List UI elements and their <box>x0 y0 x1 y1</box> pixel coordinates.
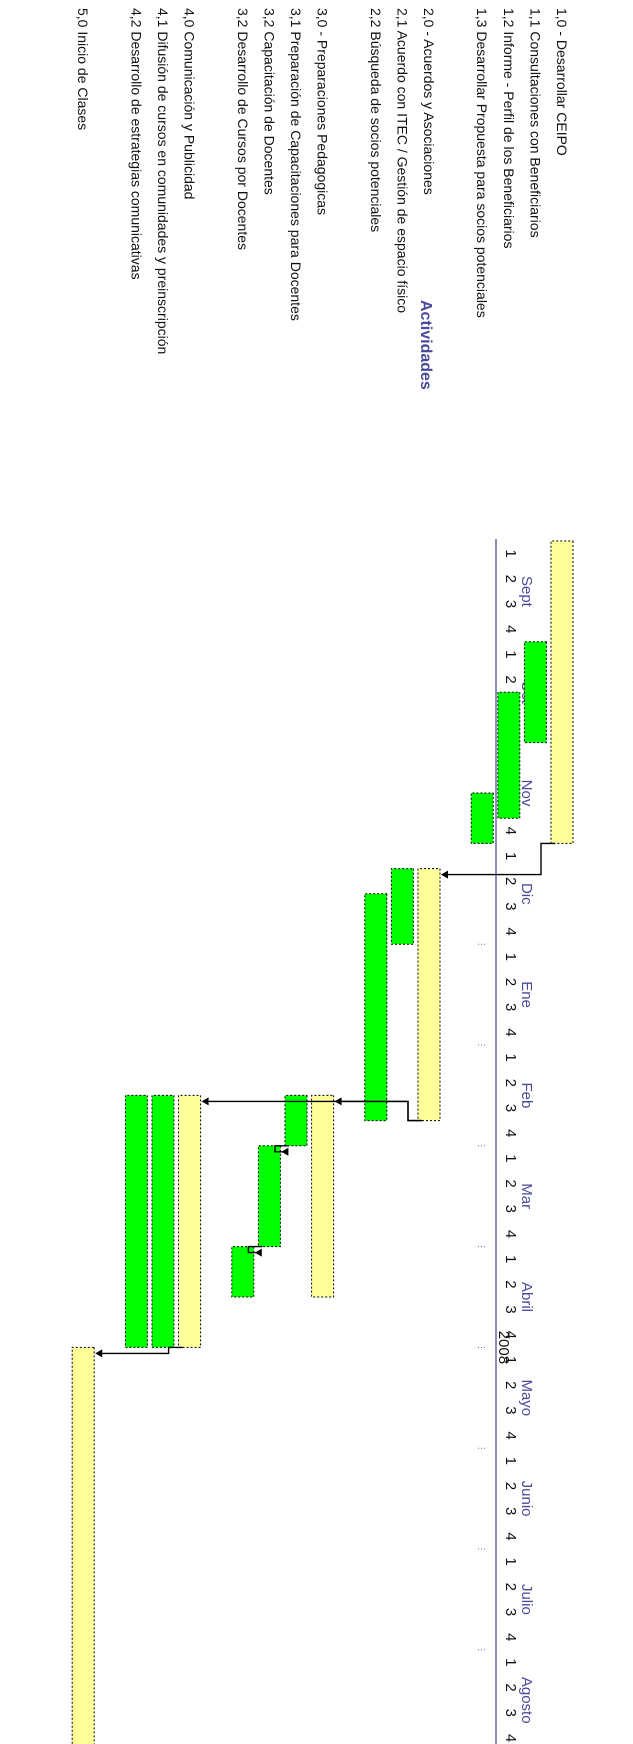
activity-label: 1,2 Informe - Perfil de los Beneficiario… <box>501 8 517 248</box>
month-label: Feb <box>518 1082 535 1108</box>
week-label: 4 <box>502 1633 519 1641</box>
task-bar <box>524 642 546 743</box>
week-label: 4 <box>502 1734 519 1742</box>
month-label: Julio <box>518 1584 535 1615</box>
week-label: 2 <box>502 1482 519 1490</box>
activity-label: 1,3 Desarrollar Propuesta para socios po… <box>474 8 490 318</box>
summary-bar <box>312 1095 334 1297</box>
activity-label: 2,2 Búsqueda de socios potenciales <box>368 8 384 232</box>
week-label: 1 <box>502 1053 519 1061</box>
week-label: 3 <box>502 600 519 608</box>
task-bar <box>391 869 413 945</box>
dependency-line <box>447 843 555 874</box>
dependency-arrowhead <box>281 1148 288 1156</box>
month-label: Sept <box>518 576 535 608</box>
week-label: 1 <box>502 1356 519 1364</box>
week-label: 1 <box>502 1457 519 1465</box>
month-label: Ene <box>518 981 535 1008</box>
week-label: 3 <box>502 1003 519 1011</box>
week-label: 3 <box>502 1205 519 1213</box>
month-label: Nov <box>518 780 535 807</box>
task-bar <box>258 1146 280 1247</box>
week-label: 2 <box>502 877 519 885</box>
dependency-arrowhead <box>441 871 448 879</box>
month-label: Abril <box>518 1282 535 1312</box>
week-label: 3 <box>502 1709 519 1717</box>
week-label: 2 <box>502 978 519 986</box>
week-label: 3 <box>502 902 519 910</box>
week-label: 3 <box>502 1305 519 1313</box>
week-label: 4 <box>502 927 519 935</box>
week-label: 3 <box>502 1104 519 1112</box>
task-bar <box>498 692 520 818</box>
summary-bar <box>72 1347 94 1744</box>
activity-label: 4,2 Desarrollo de estrategias comunicati… <box>128 8 144 280</box>
week-label: 4 <box>502 1129 519 1137</box>
week-label: 4 <box>502 1431 519 1439</box>
week-label: 1 <box>502 1255 519 1263</box>
month-label: Junio <box>518 1481 535 1517</box>
week-label: 4 <box>502 827 519 835</box>
activity-label: 5,0 Inicio de Clases <box>75 8 91 130</box>
week-label: 2 <box>502 1381 519 1389</box>
week-label: 4 <box>502 1028 519 1036</box>
activity-label: 1,0 - Desarrollar CEIPO <box>554 8 570 156</box>
task-bar <box>125 1095 147 1347</box>
week-label: 1 <box>502 852 519 860</box>
task-bar <box>232 1247 254 1297</box>
dependency-line <box>101 1347 182 1353</box>
week-label: 2 <box>502 1583 519 1591</box>
activity-label: 3,2 Capacitación de Docentes <box>261 8 277 195</box>
week-label: 1 <box>502 953 519 961</box>
week-label: 2 <box>502 1179 519 1187</box>
activity-label: 3,1 Preparación de Capacitaciones para D… <box>288 8 304 321</box>
task-bar <box>285 1095 307 1145</box>
week-label: 2 <box>502 575 519 583</box>
gantt-bars <box>72 541 573 1744</box>
month-label: Mar <box>518 1183 535 1209</box>
month-label: Agosto <box>518 1677 535 1724</box>
activity-labels: Actividades 1,0 - Desarrollar CEIPO 1,1 C… <box>75 8 570 390</box>
summary-bar <box>418 869 440 1121</box>
week-label: 1 <box>502 1154 519 1162</box>
week-label: 3 <box>502 1406 519 1414</box>
week-label: 1 <box>502 1557 519 1565</box>
week-label: 4 <box>502 625 519 633</box>
activity-label: 4,0 Comunicación y Publicidad <box>182 8 198 199</box>
activity-label: 1,1 Consultaciones con Beneficiarios <box>527 8 543 238</box>
week-label: 4 <box>502 1331 519 1339</box>
task-bar <box>365 894 387 1121</box>
activity-label: 4,1 Difusión de cursos en comunidades y … <box>155 8 171 354</box>
week-label: 2 <box>502 1280 519 1288</box>
month-label: Mayo <box>518 1379 535 1416</box>
week-label: 4 <box>502 1532 519 1540</box>
activity-label: 3,2 Desarrollo de Cursos por Docentes <box>235 8 251 250</box>
summary-bar <box>179 1095 201 1347</box>
activity-label: 2,1 Acuerdo con ITEC / Gestión de espaci… <box>394 8 410 313</box>
dependency-arrowhead <box>95 1349 102 1357</box>
activities-header: Actividades <box>417 300 434 390</box>
dependency-arrowhead <box>255 1249 262 1257</box>
activity-label: 2,0 - Acuerdos y Asociaciones <box>421 8 437 195</box>
summary-bar <box>551 541 573 843</box>
week-label: 3 <box>502 1608 519 1616</box>
week-label: 4 <box>502 1230 519 1238</box>
week-label: 1 <box>502 1658 519 1666</box>
task-bar <box>152 1095 174 1347</box>
week-label: 2 <box>502 1079 519 1087</box>
week-label: 2 <box>502 1683 519 1691</box>
task-bar <box>471 793 493 843</box>
dependency-arrowhead <box>202 1097 209 1105</box>
week-label: 1 <box>502 650 519 658</box>
activity-label: 3,0 - Preparaciones Pedagogicas <box>315 8 331 215</box>
week-label: 2 <box>502 675 519 683</box>
month-label: Dic <box>518 883 535 905</box>
week-label: 3 <box>502 1507 519 1515</box>
week-label: 1 <box>502 549 519 557</box>
